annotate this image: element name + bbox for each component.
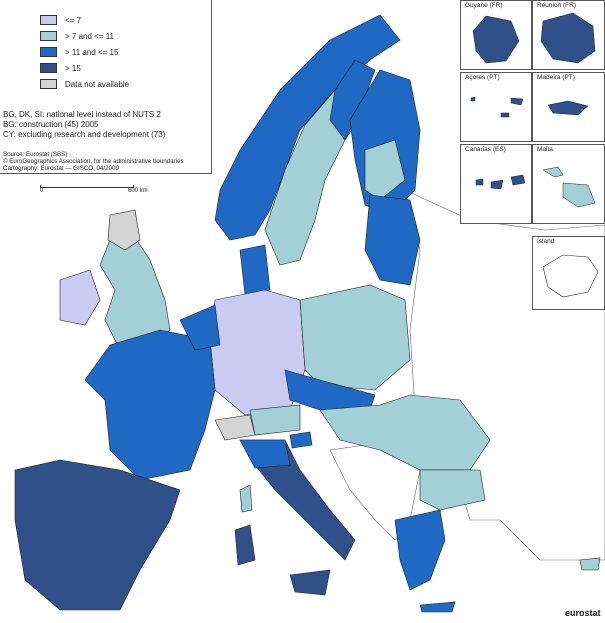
- italy: [239, 439, 356, 561]
- cyprus: [579, 557, 601, 571]
- legend-item: > 11 and <= 15: [40, 47, 118, 58]
- benelux: [179, 304, 221, 351]
- inset-malta-map: [542, 166, 596, 208]
- sicily: [289, 569, 331, 596]
- crete: [419, 601, 456, 613]
- legend-item: > 7 and <= 11: [40, 31, 114, 42]
- eurostat-logo: eurostat: [565, 608, 601, 618]
- inset-malta: Malta: [532, 144, 605, 224]
- inset-reunion-map: [540, 12, 596, 64]
- legend-swatch-class-3: [40, 47, 57, 57]
- inset-title: Réunion (FR): [537, 2, 577, 9]
- source-line: Cartography: Eurostat — GISCO, 04/2009: [3, 165, 119, 172]
- legend-panel: <= 7 > 7 and <= 11 > 11 and <= 15 > 15 D…: [0, 0, 212, 174]
- legend-swatch-class-2: [40, 31, 57, 41]
- inset-canarias: Canarias (ES): [460, 144, 532, 224]
- scotland: [107, 209, 141, 251]
- inset-title: Malta: [537, 146, 553, 153]
- denmark: [239, 244, 271, 296]
- inset-guyane: Guyane (FR): [460, 0, 532, 70]
- corsica: [239, 484, 253, 513]
- scale-start-label: 0: [40, 188, 44, 194]
- austria: [249, 404, 301, 436]
- inset-canarias-map: [475, 174, 526, 190]
- inset-title: Madeira (PT): [537, 74, 575, 81]
- finland-south: [364, 139, 406, 201]
- source-line: © EuroGeographics Association, for the a…: [3, 158, 184, 165]
- inset-acores-map: [470, 96, 524, 118]
- sardinia: [234, 524, 256, 566]
- poland: [299, 284, 411, 391]
- scale-end-label: 600 km: [128, 188, 148, 194]
- note-line: BG, DK, SI: national level instead of NU…: [3, 110, 161, 119]
- inset-reunion: Réunion (FR): [532, 0, 605, 70]
- inset-madeira-map: [547, 100, 589, 116]
- inset-island-map: [542, 254, 599, 298]
- note-line: BG: construction (45) 2005: [3, 120, 99, 129]
- greece: [394, 509, 446, 591]
- inset-title: Guyane (FR): [465, 2, 503, 9]
- inset-island: Ísland: [532, 236, 605, 310]
- france: [84, 329, 216, 481]
- italy-north: [239, 439, 291, 469]
- inset-title: Ísland: [537, 238, 555, 245]
- scale-bar: [40, 185, 134, 188]
- note-line: CY: excluding research and development (…: [3, 130, 166, 139]
- hungary-romania: [319, 394, 491, 471]
- ireland: [59, 269, 101, 326]
- legend-swatch-na: [40, 79, 57, 89]
- legend-swatch-class-4: [40, 63, 57, 73]
- legend-item: Data not available: [40, 79, 129, 90]
- slovenia: [289, 431, 313, 449]
- iberia: [14, 459, 181, 611]
- bulgaria: [419, 469, 486, 511]
- inset-acores: Açores (PT): [460, 72, 532, 142]
- inset-title: Açores (PT): [465, 74, 500, 81]
- source-line: Source: Eurostat (SBS): [3, 151, 68, 158]
- legend-swatch-class-1: [40, 15, 57, 25]
- inset-title: Canarias (ES): [465, 146, 506, 153]
- legend-item: > 15: [40, 63, 81, 74]
- legend-item: <= 7: [40, 15, 81, 26]
- baltics: [364, 194, 421, 286]
- inset-guyane-map: [472, 15, 520, 64]
- switzerland: [214, 414, 256, 441]
- inset-madeira: Madeira (PT): [532, 72, 605, 142]
